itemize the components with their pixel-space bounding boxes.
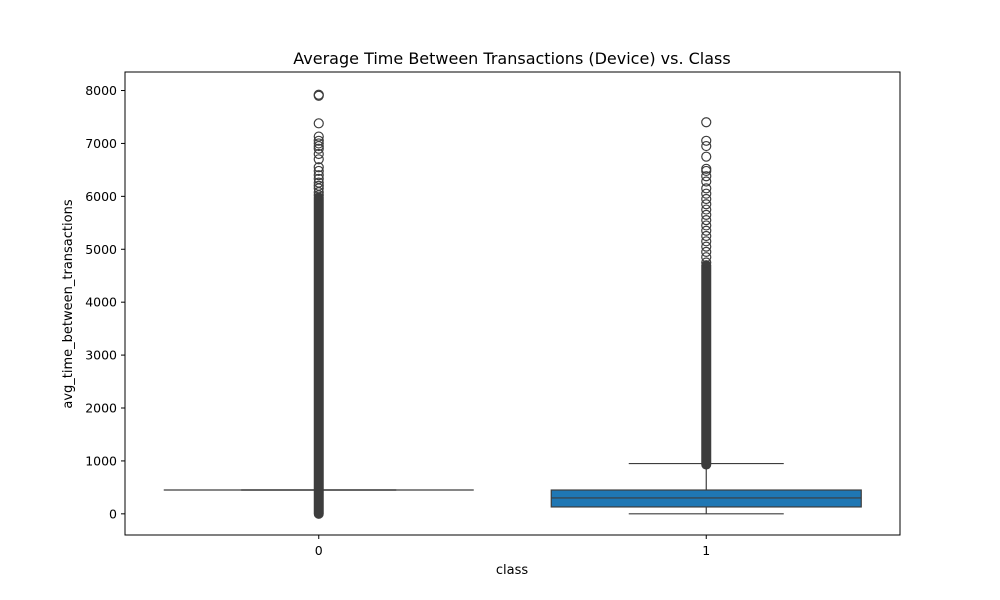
outlier-point [701, 171, 712, 182]
outlier-point [313, 138, 324, 149]
y-tick-label: 0 [109, 506, 117, 521]
outlier-point [701, 252, 712, 263]
outlier-point [701, 257, 712, 268]
y-axis: 0 1000 2000 3000 4000 5000 6000 7000 8000 [85, 83, 125, 521]
y-tick-label: 7000 [85, 136, 117, 151]
outlier-point [701, 183, 712, 194]
outlier-point [701, 176, 712, 187]
box-group-class-0 [163, 89, 474, 519]
outlier-point [701, 151, 712, 162]
outlier-point [701, 193, 712, 205]
y-tick-label: 3000 [85, 348, 117, 363]
outlier-point [313, 148, 324, 160]
outlier-point [701, 204, 712, 215]
outlier-point [313, 131, 324, 142]
outlier-point [701, 165, 712, 177]
x-tick-label: 1 [702, 543, 710, 558]
outlier-point [701, 199, 712, 210]
chart-title: Average Time Between Transactions (Devic… [293, 49, 730, 68]
outlier-point [313, 135, 324, 146]
outlier-point [701, 140, 712, 152]
outlier-point [701, 117, 712, 128]
outlier-point [313, 118, 324, 129]
plot-frame [124, 71, 901, 536]
y-tick-label: 8000 [85, 83, 117, 98]
y-tick-label: 4000 [85, 295, 117, 310]
y-tick-label: 5000 [85, 242, 117, 257]
outlier-point [701, 246, 712, 258]
outlier-point [701, 209, 712, 220]
outlier-point [313, 89, 324, 100]
y-tick-label: 1000 [85, 453, 117, 468]
x-axis-label: class [496, 563, 528, 578]
outlier-point [701, 220, 712, 231]
outlier-point [313, 162, 324, 173]
x-tick-label: 0 [315, 543, 323, 558]
outlier-point [313, 173, 324, 184]
outlier-point [701, 236, 712, 247]
outlier-point [313, 177, 324, 188]
outlier-point [701, 188, 712, 199]
plot-area [163, 89, 862, 519]
y-tick-label: 2000 [85, 401, 117, 416]
outlier-point [701, 135, 712, 146]
outlier-point [313, 165, 324, 177]
y-axis-label: avg_time_between_transactions [61, 199, 76, 408]
y-tick-label: 6000 [85, 189, 117, 204]
outlier-point [701, 230, 712, 242]
outlier-point [313, 180, 324, 191]
outlier-point [313, 143, 324, 154]
outlier-point [313, 154, 324, 165]
outlier-point [313, 170, 324, 181]
box-group-class-1 [550, 117, 862, 515]
outlier-point [701, 215, 712, 226]
outlier-point [701, 241, 712, 252]
outlier-point [701, 225, 712, 236]
outlier-point [701, 163, 712, 174]
